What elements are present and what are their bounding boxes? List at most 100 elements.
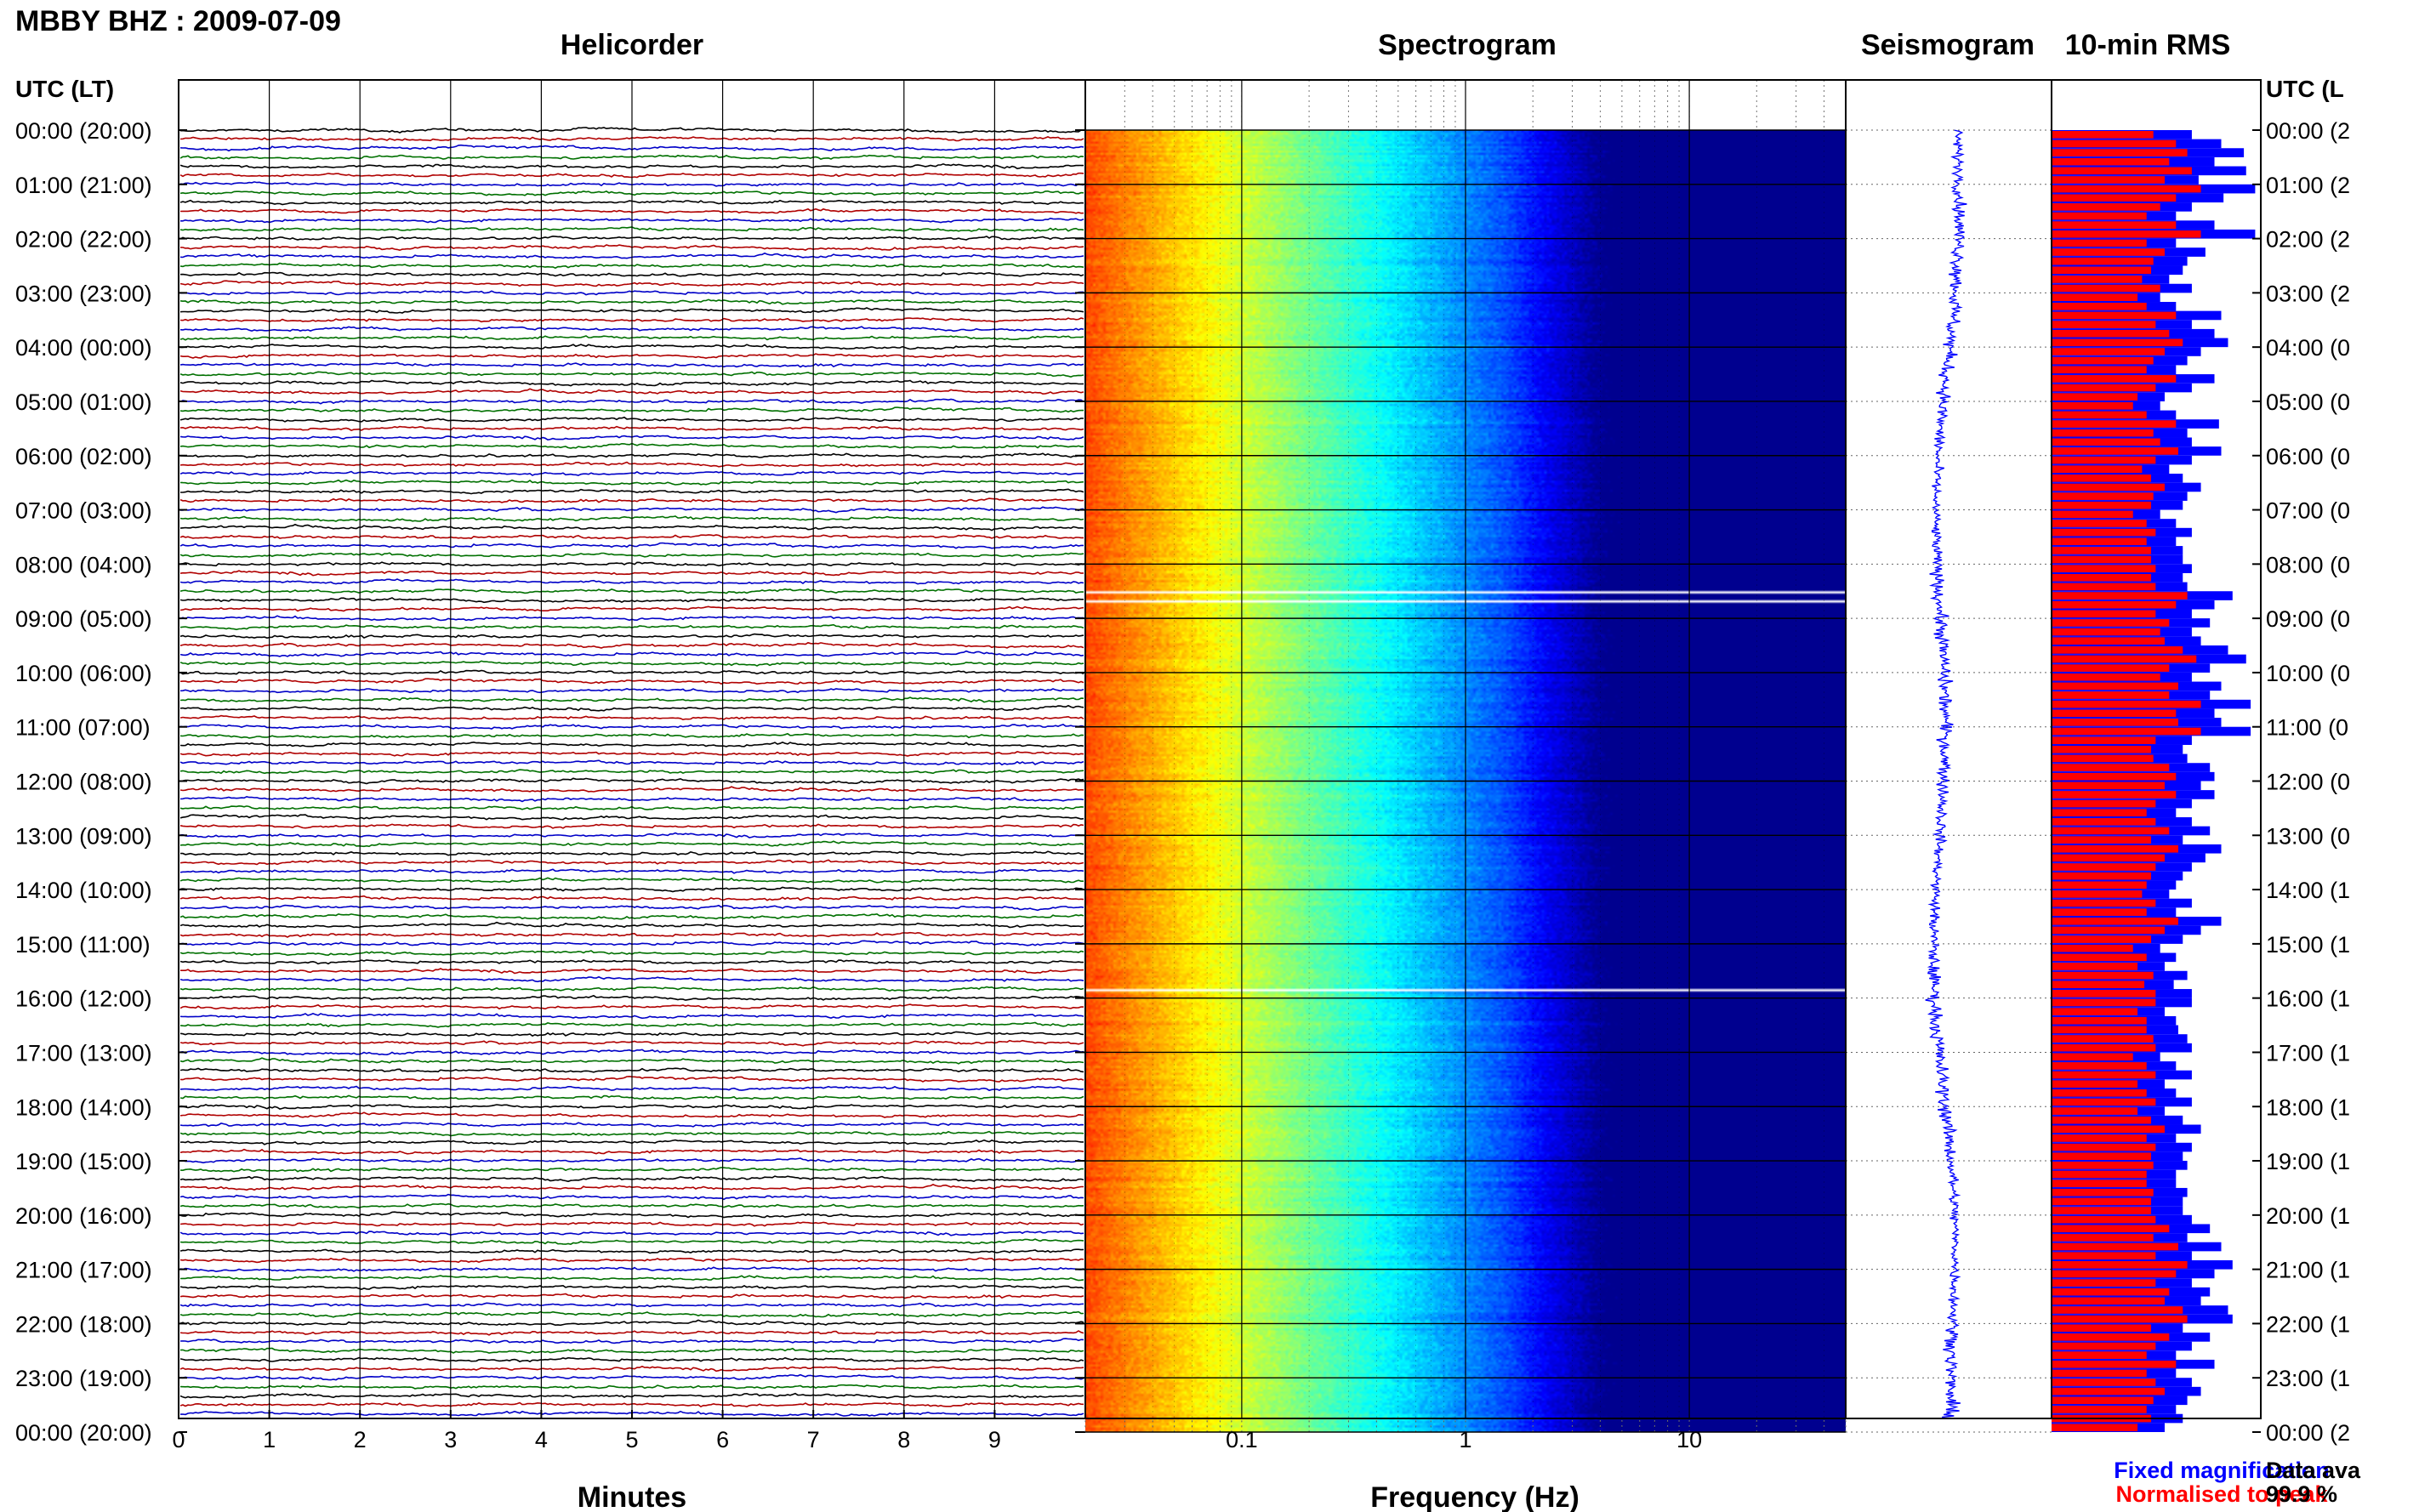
minute-tick-label: 1 xyxy=(263,1427,276,1452)
rms-bar-normalised xyxy=(2052,311,2177,320)
seismogram-title: Seismogram xyxy=(1861,29,2035,61)
left-time-labels: 00:00 (20:00) 01:00 (21:00) 02:00 (22:00) 0… xyxy=(15,118,152,1446)
rms-bar-normalised xyxy=(2052,1162,2154,1169)
time-label-right: 17:00 (1 xyxy=(2266,1040,2350,1066)
minutes-axis-label: Minutes xyxy=(578,1481,686,1512)
time-label-right: 15:00 (1 xyxy=(2266,932,2350,958)
rms-bar-normalised xyxy=(2052,1062,2147,1070)
time-label: 09:00 (05:00) xyxy=(15,606,152,632)
rms-bar-normalised xyxy=(2052,185,2201,193)
time-label: 15:00 (11:00) xyxy=(15,932,151,958)
rms-bar-normalised xyxy=(2052,1279,2156,1287)
minute-tick-label: 0 xyxy=(172,1427,185,1452)
time-label-right: 20:00 (1 xyxy=(2266,1203,2350,1229)
rms-bar-normalised xyxy=(2052,881,2147,890)
rms-bar-normalised xyxy=(2052,1207,2152,1214)
rms-bar-normalised xyxy=(2052,501,2152,509)
minute-tick-label: 2 xyxy=(354,1427,367,1452)
rms-bar-normalised xyxy=(2052,619,2170,627)
time-label: 05:00 (01:00) xyxy=(15,389,152,415)
seismogram-panel xyxy=(1845,79,2052,1433)
rms-bar-normalised xyxy=(2052,1026,2147,1034)
rms-bar-normalised xyxy=(2052,1260,2188,1269)
rms-bar-normalised xyxy=(2052,411,2147,419)
rms-bar-normalised xyxy=(2052,329,2170,338)
frequency-tick-label: 10 xyxy=(1676,1427,1702,1452)
rms-bar-normalised xyxy=(2052,447,2178,455)
data-availability-label: Data ava xyxy=(2266,1458,2361,1483)
rms-bar-normalised xyxy=(2052,1043,2156,1052)
rms-bar-normalised xyxy=(2052,863,2156,871)
rms-bar-normalised xyxy=(2052,573,2152,582)
helicorder-panel xyxy=(178,79,1086,1433)
rms-bar-normalised xyxy=(2052,899,2156,907)
rms-bar-normalised xyxy=(2052,248,2165,256)
rms-bar-normalised xyxy=(2052,456,2156,464)
rms-bar-normalised xyxy=(2052,1179,2147,1187)
rms-bar-normalised xyxy=(2052,998,2156,1007)
rms-bar-normalised xyxy=(2052,1387,2165,1395)
time-label-right: 05:00 (0 xyxy=(2266,389,2350,415)
rms-bar-normalised xyxy=(2052,745,2152,753)
rms-bar-normalised xyxy=(2052,167,2192,175)
rms-bar-normalised xyxy=(2052,1215,2156,1224)
rms-bar-normalised xyxy=(2052,1008,2138,1015)
rms-bar-normalised xyxy=(2052,176,2165,184)
rms-bar-normalised xyxy=(2052,1016,2147,1025)
time-label-right: 11:00 (0 xyxy=(2266,715,2348,741)
rms-bar-normalised xyxy=(2052,854,2165,862)
rms-bar-normalised xyxy=(2052,1351,2147,1359)
minute-tick-label: 7 xyxy=(807,1427,820,1452)
rms-bar-normalised xyxy=(2052,257,2154,265)
time-label: 00:00 (20:00) xyxy=(15,1420,152,1446)
time-label: 13:00 (09:00) xyxy=(15,823,152,849)
rms-bar-normalised xyxy=(2052,266,2152,275)
rms-bar-normalised xyxy=(2052,628,2160,636)
rms-bar-normalised xyxy=(2052,736,2156,744)
time-label-right: 21:00 (1 xyxy=(2266,1258,2350,1283)
rms-bar-normalised xyxy=(2052,1143,2156,1151)
rms-bar-normalised xyxy=(2052,1116,2152,1124)
minute-tick-label: 9 xyxy=(988,1427,1001,1452)
legend-fixed-magnification: Fixed magnification xyxy=(2114,1458,2330,1483)
rms-bar-normalised xyxy=(2052,818,2156,826)
right-time-labels: 00:00 (2 01:00 (2 02:00 (2 03:00 (2 04:00 (0… xyxy=(2266,118,2350,1446)
time-label-right: 13:00 (0 xyxy=(2266,823,2350,849)
rms-bar-normalised xyxy=(2052,872,2152,880)
rms-bar-normalised xyxy=(2052,194,2177,202)
rms-bar-normalised xyxy=(2052,438,2160,446)
rms-bar-normalised xyxy=(2052,1396,2154,1405)
seismogram-frame xyxy=(1845,79,2052,1419)
rms-bar-normalised xyxy=(2052,691,2170,699)
time-label: 06:00 (02:00) xyxy=(15,444,152,469)
time-label: 16:00 (12:00) xyxy=(15,986,152,1012)
rms-bar-normalised xyxy=(2052,1098,2156,1106)
time-label: 21:00 (17:00) xyxy=(15,1258,152,1283)
rms-bar-normalised xyxy=(2052,1270,2177,1278)
rms-bar-normalised xyxy=(2052,348,2165,355)
time-label-right: 04:00 (0 xyxy=(2266,335,2350,361)
rms-bar-normalised xyxy=(2052,1297,2165,1305)
rms-bar-normalised xyxy=(2052,926,2165,935)
minute-tick-label: 5 xyxy=(625,1427,638,1452)
time-label: 02:00 (22:00) xyxy=(15,227,152,253)
time-label: 18:00 (14:00) xyxy=(15,1094,152,1120)
rms-bar-normalised xyxy=(2052,1333,2170,1341)
rms-bar-normalised xyxy=(2052,1089,2147,1097)
rms-bar-normalised xyxy=(2052,1107,2138,1115)
legend-normalised-to-peak: Normalised to peak xyxy=(2115,1481,2328,1507)
time-label: 07:00 (03:00) xyxy=(15,498,152,524)
spectrogram-panel xyxy=(1084,79,1847,1433)
time-label-right: 08:00 (0 xyxy=(2266,552,2350,577)
rms-bar-normalised xyxy=(2052,772,2177,781)
time-label: 19:00 (15:00) xyxy=(15,1149,152,1174)
rms-bar-normalised xyxy=(2052,953,2147,962)
minute-tick-label: 8 xyxy=(897,1427,910,1452)
rms-bar-normalised xyxy=(2052,338,2183,347)
rms-bar-normalised xyxy=(2052,844,2178,853)
time-label-right: 12:00 (0 xyxy=(2266,770,2350,795)
time-label: 14:00 (10:00) xyxy=(15,878,152,903)
time-label: 23:00 (19:00) xyxy=(15,1366,152,1391)
rms-bar-normalised xyxy=(2052,1252,2156,1259)
rms-bar-normalised xyxy=(2052,375,2177,383)
